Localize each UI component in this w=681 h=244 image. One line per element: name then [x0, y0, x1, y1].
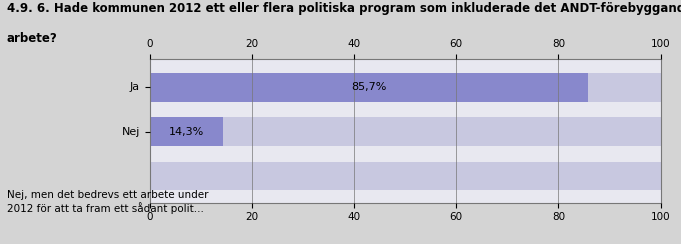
- Text: 4.9. 6. Hade kommunen 2012 ett eller flera politiska program som inkluderade det: 4.9. 6. Hade kommunen 2012 ett eller fle…: [7, 2, 681, 15]
- Bar: [150, 73, 661, 102]
- Bar: [150, 162, 661, 190]
- Text: arbete?: arbete?: [7, 32, 58, 45]
- Bar: [150, 117, 661, 146]
- Text: 85,7%: 85,7%: [351, 82, 386, 92]
- Text: Nej, men det bedrevs ett arbete under
2012 för att ta fram ett sådant polit...: Nej, men det bedrevs ett arbete under 20…: [7, 190, 208, 214]
- Bar: [150, 117, 223, 146]
- Bar: [150, 73, 588, 102]
- Text: 14,3%: 14,3%: [169, 127, 204, 137]
